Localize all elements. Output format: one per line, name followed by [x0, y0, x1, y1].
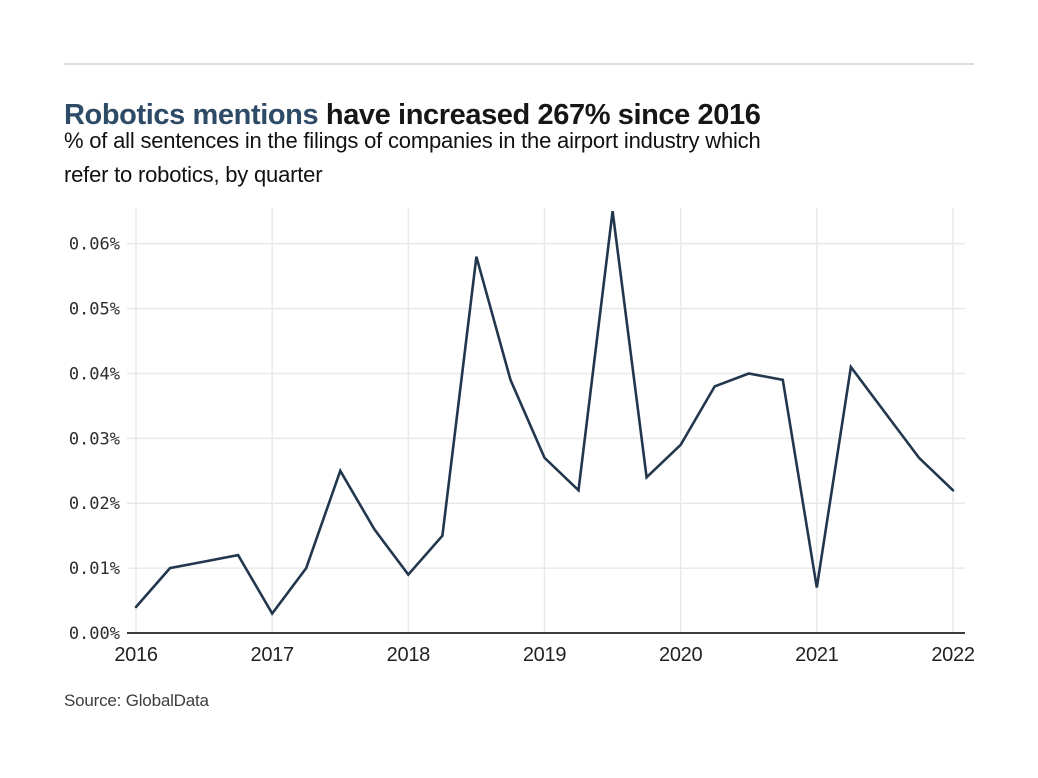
x-axis-tick-label: 2022 — [931, 644, 974, 666]
top-divider-rule — [64, 63, 974, 65]
x-axis-tick-label: 2016 — [114, 644, 157, 666]
source-credit: Source: GlobalData — [64, 691, 209, 710]
chart-subtitle-line-2: refer to robotics, by quarter — [64, 162, 323, 187]
y-axis-tick-label: 0.02% — [69, 494, 120, 514]
chart-subtitle-line-1: % of all sentences in the filings of com… — [64, 128, 761, 153]
x-axis-tick-label: 2020 — [659, 644, 702, 666]
page-title: Robotics mentions have increased 267% si… — [64, 99, 761, 132]
y-axis-tick-label: 0.03% — [69, 429, 120, 449]
y-axis-tick-label: 0.05% — [69, 300, 120, 320]
x-axis-tick-label: 2019 — [523, 644, 566, 666]
y-axis-tick-label: 0.01% — [69, 559, 120, 579]
y-axis-tick-label: 0.00% — [69, 624, 120, 644]
y-axis-tick-label: 0.04% — [69, 364, 120, 384]
chart-subtitle: % of all sentences in the filings of com… — [64, 124, 761, 192]
x-axis-tick-label: 2018 — [387, 644, 430, 666]
title-rest: have increased 267% since 2016 — [318, 99, 761, 132]
x-axis-tick-label: 2017 — [251, 644, 294, 666]
x-axis-tick-label: 2021 — [795, 644, 838, 666]
robotics-mentions-data-line — [134, 211, 955, 616]
y-axis-tick-label: 0.06% — [69, 235, 120, 255]
title-highlight: Robotics mentions — [64, 99, 319, 132]
